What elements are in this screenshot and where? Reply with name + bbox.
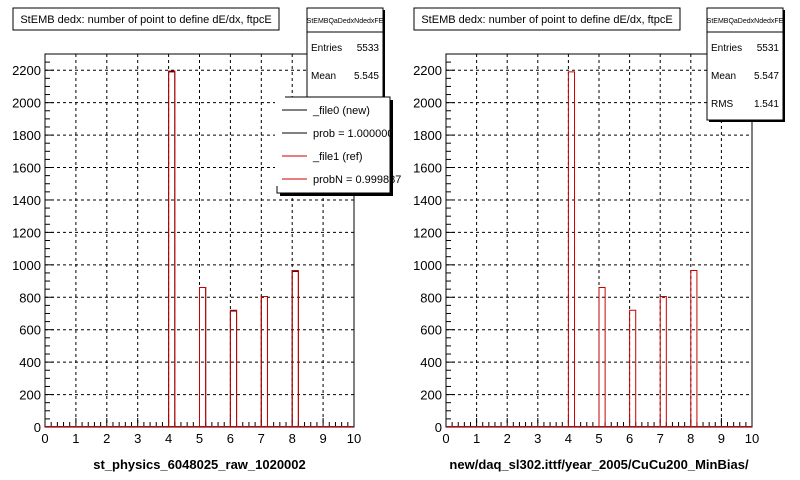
histogram-bin bbox=[598, 287, 606, 427]
stats-label: Entries bbox=[711, 43, 742, 54]
y-tick-label: 800 bbox=[420, 290, 442, 305]
series-1 bbox=[446, 71, 752, 427]
x-tick-label: 10 bbox=[745, 431, 759, 446]
x-tick-label: 5 bbox=[595, 431, 602, 446]
histogram-bin bbox=[659, 295, 667, 427]
x-tick-label: 1 bbox=[72, 431, 79, 446]
x-tick-label: 2 bbox=[504, 431, 511, 446]
y-tick-label: 1200 bbox=[413, 225, 442, 240]
stats-name: StEMBQaDedxNdedxFE bbox=[707, 18, 784, 25]
y-tick-label: 1400 bbox=[12, 193, 41, 208]
title-frame bbox=[413, 7, 681, 31]
y-tick-label: 1600 bbox=[12, 161, 41, 176]
stats-value: 5.545 bbox=[354, 71, 379, 82]
stats-value: 5531 bbox=[757, 43, 780, 54]
y-tick-label: 2200 bbox=[413, 63, 442, 78]
x-tick-label: 8 bbox=[687, 431, 694, 446]
y-tick-label: 1400 bbox=[413, 193, 442, 208]
y-tick-label: 600 bbox=[19, 323, 41, 338]
histogram-bin bbox=[291, 270, 299, 427]
histogram-bin bbox=[229, 309, 238, 427]
title-box: StEMB dedx: number of point to define dE… bbox=[12, 7, 280, 31]
stats-frame bbox=[706, 7, 784, 121]
x-tick-label: 7 bbox=[258, 431, 265, 446]
legend-label: _file1 (ref) bbox=[312, 151, 363, 163]
histogram-bin bbox=[260, 295, 268, 427]
x-tick-label: 1 bbox=[473, 431, 480, 446]
y-tick-label: 400 bbox=[19, 355, 41, 370]
legend-label: prob = 1.000000 bbox=[313, 128, 393, 140]
y-tick-label: 2000 bbox=[12, 96, 41, 111]
x-tick-label: 7 bbox=[657, 431, 664, 446]
y-tick-label: 1200 bbox=[12, 225, 41, 240]
x-tick-label: 3 bbox=[134, 431, 141, 446]
histogram-panel-2: 0 1 2 3 4 5 6 7 8 9 10 0 200 400 600 800 1000 1200 1400 160… bbox=[413, 7, 785, 472]
x-tick-label: 6 bbox=[227, 431, 234, 446]
y-tick-label: 0 bbox=[34, 420, 41, 435]
y-tick-label: 800 bbox=[19, 290, 41, 305]
histogram-bin bbox=[690, 270, 698, 427]
histogram-bin bbox=[629, 309, 637, 427]
histogram-bin bbox=[199, 287, 207, 427]
x-tick-label: 6 bbox=[626, 431, 633, 446]
x-tick-label: 4 bbox=[165, 431, 172, 446]
x-tick-label: 3 bbox=[534, 431, 541, 446]
x-tick-label: 0 bbox=[41, 431, 48, 446]
title-frame bbox=[12, 7, 280, 31]
y-tick-label: 1800 bbox=[413, 128, 442, 143]
x-tick-label: 2 bbox=[103, 431, 110, 446]
histogram-bin bbox=[168, 70, 176, 427]
stats-label: Mean bbox=[711, 71, 736, 82]
y-tick-label: 200 bbox=[19, 388, 41, 403]
y-tick-label: 1000 bbox=[12, 258, 41, 273]
histogram-bin bbox=[567, 71, 576, 427]
x-tick-label: 4 bbox=[565, 431, 572, 446]
stats-value: 5533 bbox=[357, 43, 380, 54]
x-tick-label: 10 bbox=[347, 431, 361, 446]
legend-edge bbox=[275, 96, 285, 186]
x-tick-label: 0 bbox=[442, 431, 449, 446]
legend-label: _file0 (new) bbox=[312, 105, 370, 117]
stats-box: StEMBQaDedxNdedxFE Entries 5531 Mean 5.547 RM… bbox=[706, 7, 785, 122]
x-axis-title: new/daq_sl302.ittf/year_2005/CuCu200_Min… bbox=[449, 457, 749, 472]
y-tick-label: 1000 bbox=[413, 258, 442, 273]
stats-name: StEMBQaDedxNdedxFE bbox=[307, 18, 384, 25]
y-tick-label: 1800 bbox=[12, 128, 41, 143]
series-2 bbox=[45, 70, 354, 427]
chart-title: StEMB dedx: number of point to define dE… bbox=[421, 14, 672, 26]
stats-label: Entries bbox=[311, 43, 342, 54]
y-tick-label: 200 bbox=[420, 388, 442, 403]
x-tick-label: 8 bbox=[289, 431, 296, 446]
y-tick-label: 600 bbox=[420, 323, 442, 338]
x-tick-label: 9 bbox=[319, 431, 326, 446]
x-tick-label: 9 bbox=[718, 431, 725, 446]
stats-value: 5.547 bbox=[754, 71, 779, 82]
stats-value: 1.541 bbox=[754, 99, 779, 110]
legend-frame bbox=[276, 96, 391, 194]
x-tick-label: 5 bbox=[196, 431, 203, 446]
y-tick-label: 0 bbox=[435, 420, 442, 435]
title-box: StEMB dedx: number of point to define dE… bbox=[413, 7, 681, 31]
y-tick-label: 1600 bbox=[413, 161, 442, 176]
legend-label: probN = 0.999887 bbox=[313, 174, 401, 186]
x-axis-title: st_physics_6048025_raw_1020002 bbox=[93, 457, 306, 472]
stats-label: RMS bbox=[711, 99, 734, 110]
stats-label: Mean bbox=[311, 71, 336, 82]
y-tick-label: 2000 bbox=[413, 96, 442, 111]
chart-title: StEMB dedx: number of point to define dE… bbox=[20, 14, 271, 26]
y-tick-label: 2200 bbox=[12, 63, 41, 78]
histogram-panel-1: 0 1 2 3 4 5 6 7 8 9 10 0 200 400 600 800 1000 1200 1400 160… bbox=[12, 7, 401, 472]
y-tick-label: 400 bbox=[420, 355, 442, 370]
legend: _file0 (new) prob = 1.000000 _file1 (ref) p… bbox=[275, 96, 401, 196]
